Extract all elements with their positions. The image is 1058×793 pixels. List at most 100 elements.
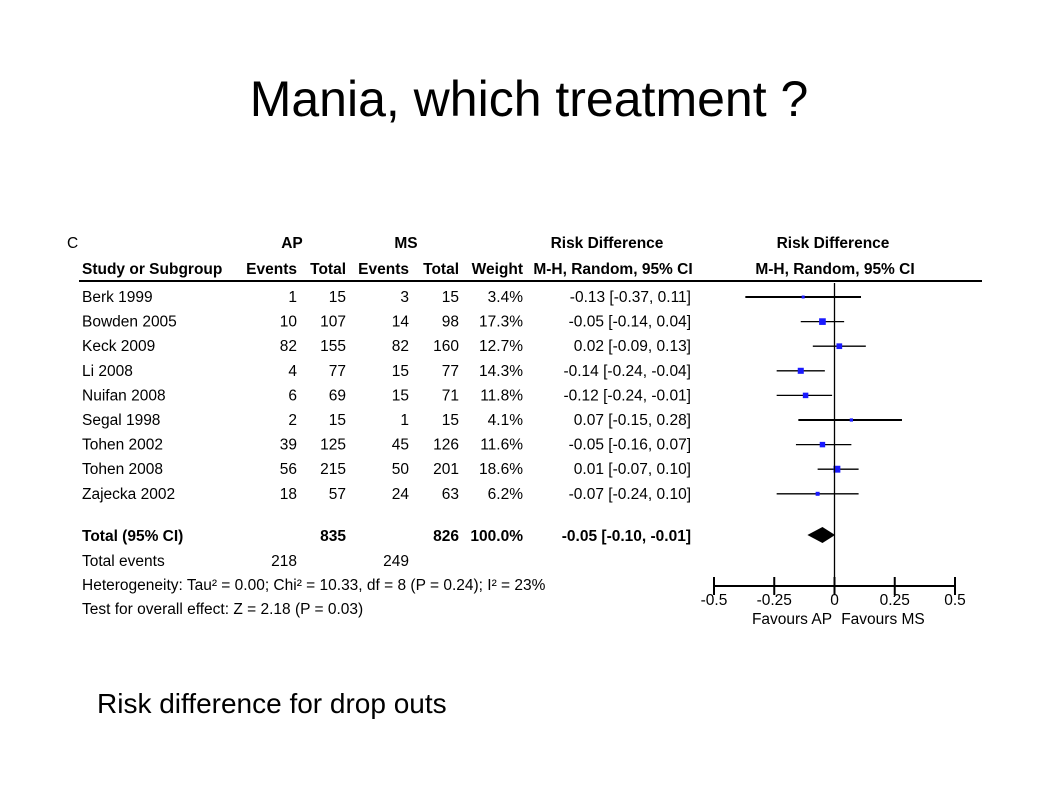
study-ci: -0.13 [-0.37, 0.11] [570, 289, 691, 306]
study-ms-total: 15 [442, 289, 459, 306]
study-name: Berk 1999 [82, 289, 153, 306]
study-ap-total: 125 [320, 437, 346, 454]
study-ms-total: 201 [433, 461, 459, 478]
total-events-ms: 249 [383, 553, 409, 570]
study-ci: -0.05 [-0.14, 0.04] [569, 314, 691, 331]
total-ap-total: 835 [320, 528, 346, 545]
study-ms-total: 63 [442, 486, 459, 503]
study-point-marker [802, 392, 809, 399]
study-ap-events: 1 [288, 289, 297, 306]
total-ci: -0.05 [-0.10, -0.01] [562, 528, 691, 545]
study-weight: 11.6% [480, 437, 523, 454]
study-name: Zajecka 2002 [82, 486, 175, 503]
study-ap-total: 15 [329, 412, 346, 429]
study-weight: 17.3% [479, 314, 523, 331]
study-ap-total: 57 [329, 486, 346, 503]
study-point-marker [836, 343, 843, 350]
overall-effect-text: Test for overall effect: Z = 2.18 (P = 0… [82, 601, 363, 618]
study-weight: 11.8% [480, 387, 523, 404]
x-tick-label: 0.25 [880, 592, 910, 609]
ap-group-header: AP [281, 235, 303, 252]
study-ap-total: 77 [329, 363, 346, 380]
study-ap-events: 6 [288, 387, 297, 404]
study-weight: 14.3% [479, 363, 523, 380]
rd-column-title: Risk Difference [551, 235, 664, 252]
study-ci: 0.01 [-0.07, 0.10] [574, 461, 691, 478]
plot-column-title: Risk Difference [777, 235, 890, 252]
study-point-marker [819, 441, 826, 448]
x-tick-label: -0.25 [757, 592, 792, 609]
study-ms-events: 45 [392, 437, 409, 454]
study-ap-events: 39 [280, 437, 297, 454]
study-ap-events: 4 [288, 363, 297, 380]
study-ap-total: 215 [320, 461, 346, 478]
study-ci: -0.07 [-0.24, 0.10] [569, 486, 691, 503]
study-point-marker [797, 367, 804, 374]
study-ms-events: 82 [392, 338, 409, 355]
study-rows: Berk 1999 1 15 3 15 3.4% -0.13 [-0.37, 0.11] Bo… [82, 289, 691, 503]
favours-right-label: Favours MS [841, 611, 925, 628]
study-ci: -0.12 [-0.24, -0.01] [563, 387, 691, 404]
total-weight: 100.0% [470, 528, 523, 545]
study-ms-events: 50 [392, 461, 410, 478]
panel-label: C [67, 235, 78, 252]
header-plot-method: M-H, Random, 95% CI [755, 261, 914, 278]
total-ms-total: 826 [433, 528, 459, 545]
header-ms-total: Total [423, 261, 459, 278]
heterogeneity-text: Heterogeneity: Tau² = 0.00; Chi² = 10.33… [82, 577, 546, 594]
total-events-label: Total events [82, 553, 165, 570]
study-name: Tohen 2002 [82, 437, 163, 454]
study-ap-events: 18 [280, 486, 297, 503]
x-tick-label: 0 [830, 592, 839, 609]
study-weight: 6.2% [488, 486, 524, 503]
study-ap-events: 82 [280, 338, 297, 355]
study-ms-total: 160 [433, 338, 459, 355]
study-ap-total: 15 [329, 289, 346, 306]
study-weight: 3.4% [488, 289, 524, 306]
study-ms-total: 77 [442, 363, 459, 380]
total-label: Total (95% CI) [82, 528, 183, 545]
x-tick-label: 0.5 [944, 592, 966, 609]
study-ms-events: 1 [400, 412, 409, 429]
study-ms-total: 15 [442, 412, 459, 429]
slide-title: Mania, which treatment ? [249, 71, 809, 127]
header-rd-method: M-H, Random, 95% CI [533, 261, 692, 278]
study-point-marker [801, 295, 805, 299]
study-name: Bowden 2005 [82, 314, 177, 331]
study-ap-events: 10 [280, 314, 298, 331]
study-ms-events: 24 [392, 486, 410, 503]
study-name: Keck 2009 [82, 338, 155, 355]
total-events-ap: 218 [271, 553, 297, 570]
study-ms-events: 15 [392, 387, 409, 404]
header-ms-events: Events [358, 261, 409, 278]
study-point-marker [849, 418, 853, 422]
header-study: Study or Subgroup [82, 261, 222, 278]
study-ms-events: 15 [392, 363, 409, 380]
study-ap-total: 69 [329, 387, 346, 404]
study-name: Tohen 2008 [82, 461, 163, 478]
study-ci: 0.07 [-0.15, 0.28] [574, 412, 691, 429]
study-ms-total: 98 [442, 314, 459, 331]
study-ms-events: 14 [392, 314, 410, 331]
study-ms-total: 126 [433, 437, 459, 454]
study-weight: 18.6% [479, 461, 523, 478]
study-ap-total: 107 [320, 314, 346, 331]
study-ap-events: 56 [280, 461, 297, 478]
study-name: Segal 1998 [82, 412, 160, 429]
study-ci: 0.02 [-0.09, 0.13] [574, 338, 691, 355]
x-tick-label: -0.5 [701, 592, 728, 609]
study-ci: -0.05 [-0.16, 0.07] [569, 437, 691, 454]
study-ci: -0.14 [-0.24, -0.04] [563, 363, 691, 380]
study-ap-events: 2 [288, 412, 297, 429]
study-name: Nuifan 2008 [82, 387, 166, 404]
study-ap-total: 155 [320, 338, 346, 355]
study-point-marker [815, 491, 820, 496]
total-diamond [807, 527, 836, 543]
plot-area: -0.5 -0.25 0 0.25 0.5 Favours AP Favours MS [701, 283, 966, 628]
header-weight: Weight [472, 261, 523, 278]
study-ms-events: 3 [400, 289, 409, 306]
header-ap-total: Total [310, 261, 346, 278]
header-ap-events: Events [246, 261, 297, 278]
favours-left-label: Favours AP [752, 611, 832, 628]
ms-group-header: MS [394, 235, 417, 252]
